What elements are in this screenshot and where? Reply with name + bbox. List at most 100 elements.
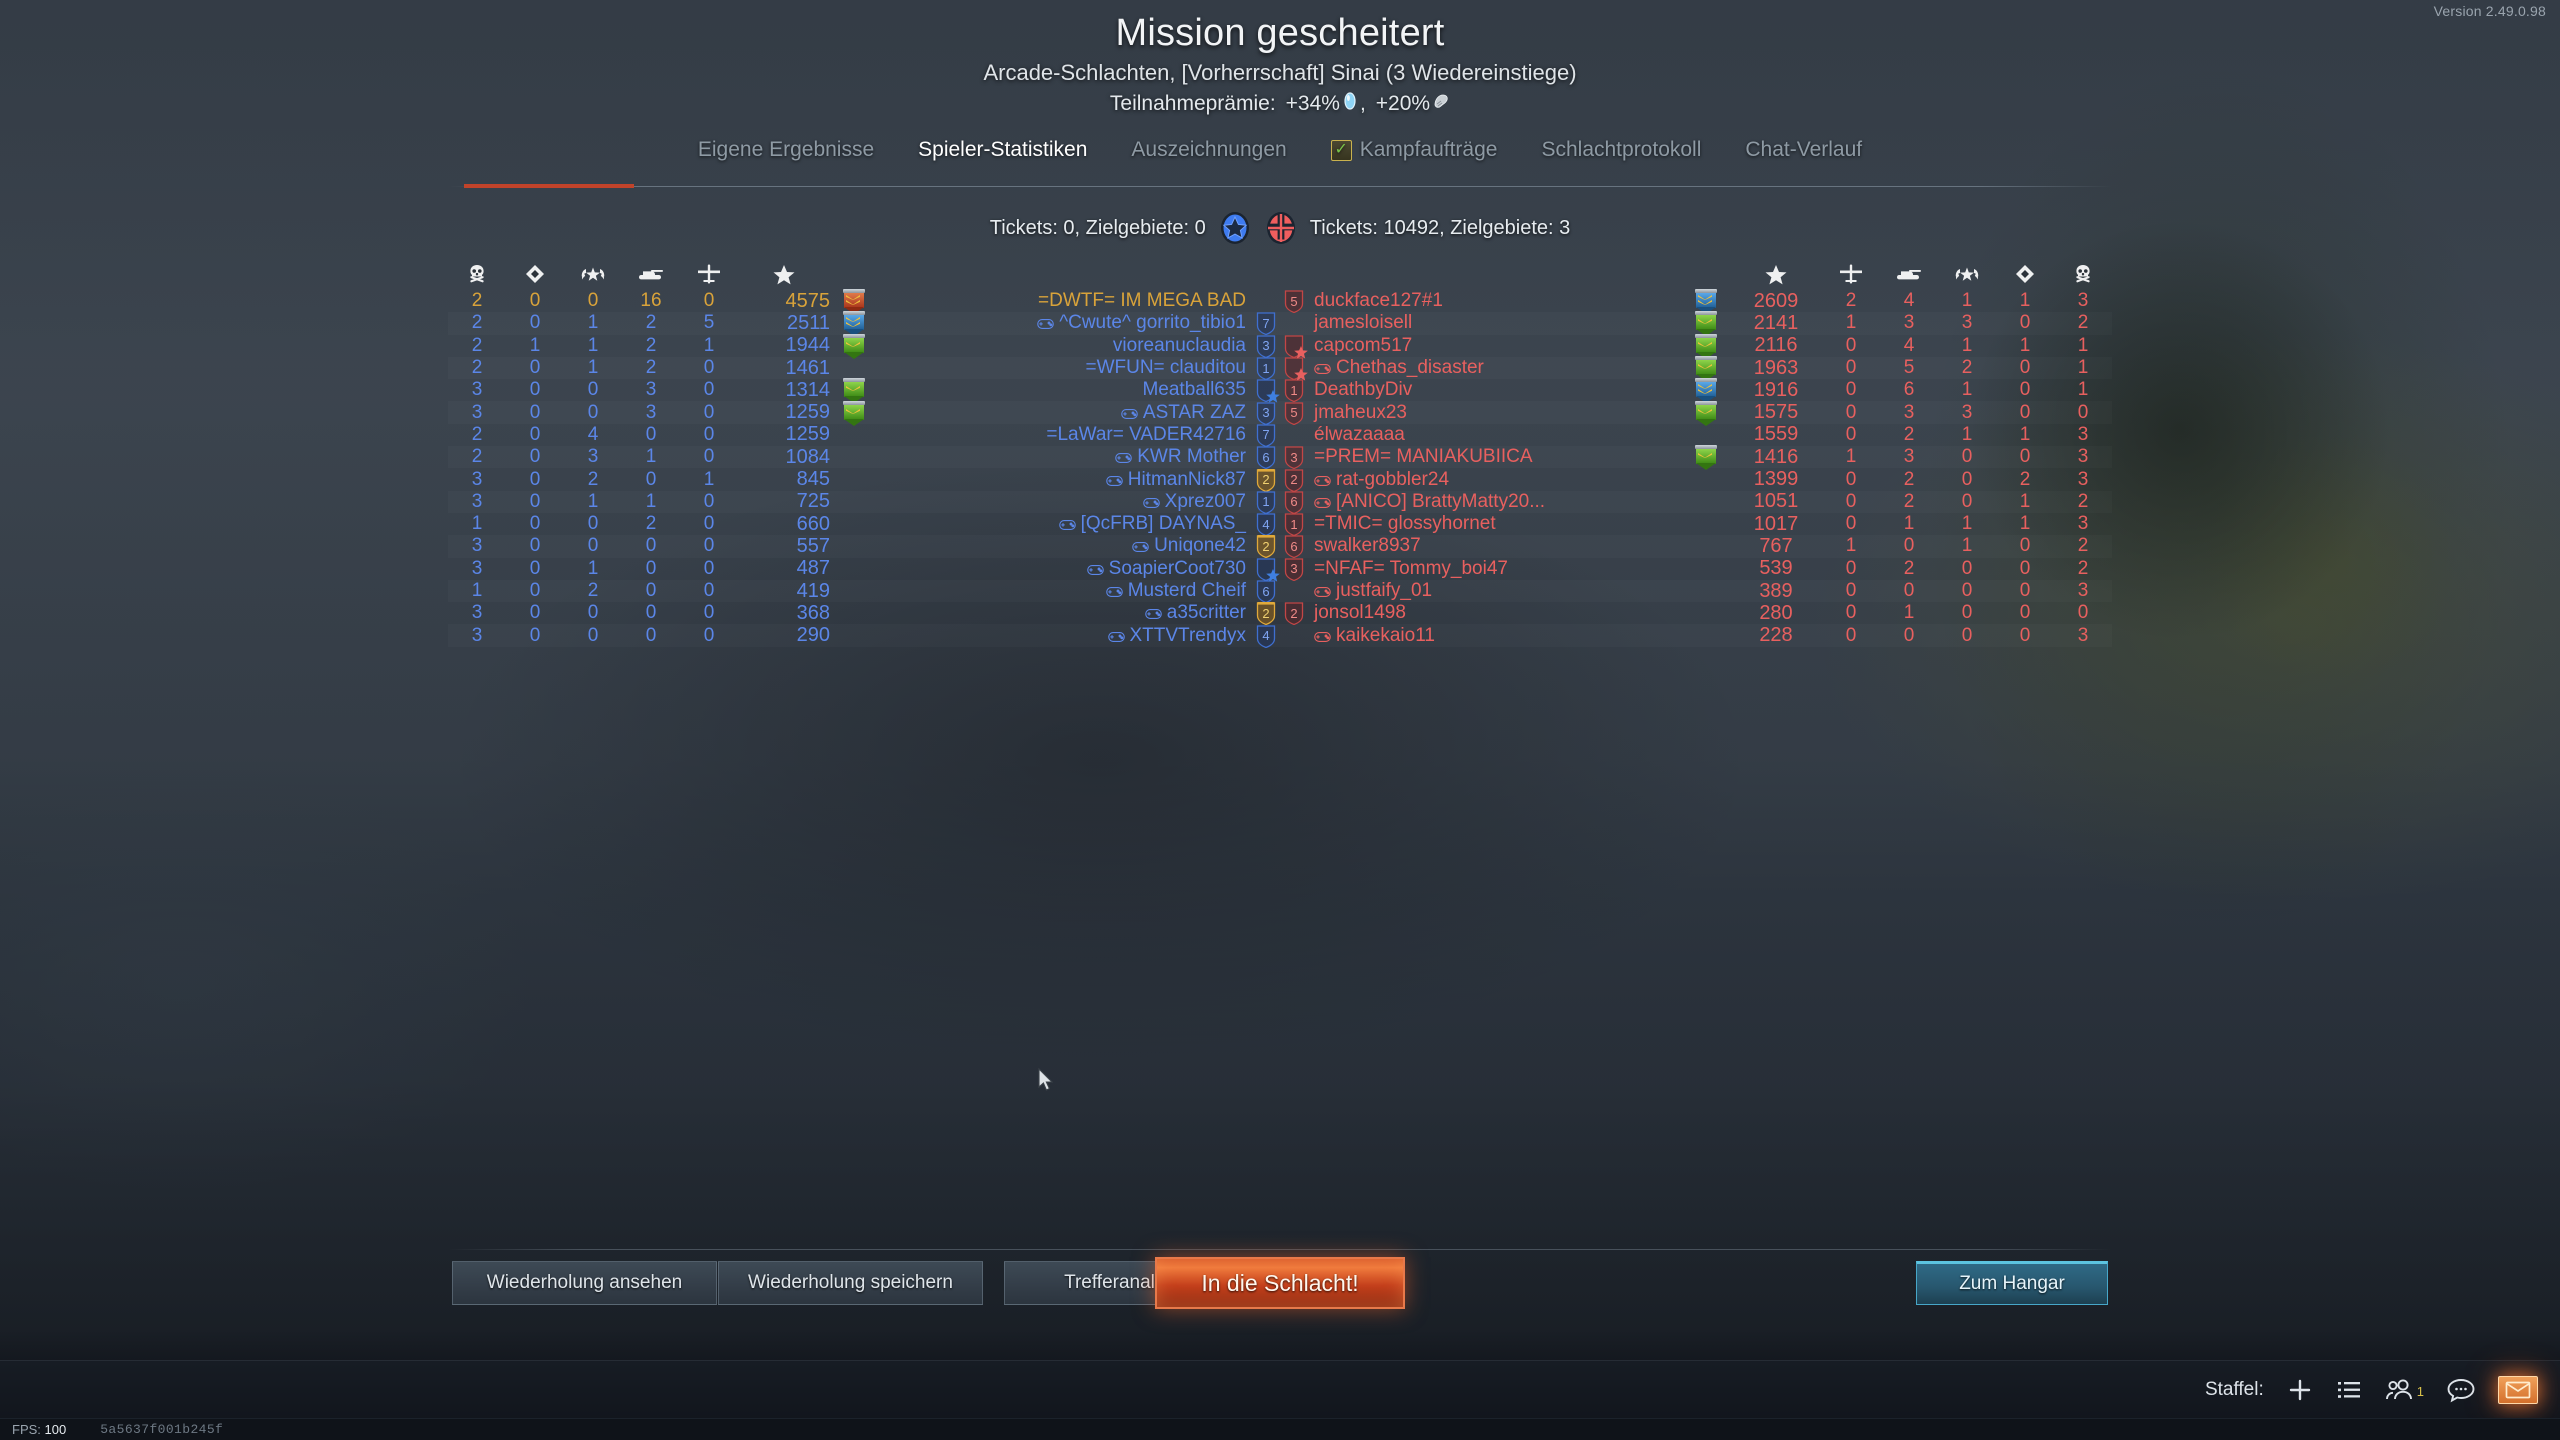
player-name[interactable]: [ANICO] BrattyMatty20... [1308, 491, 1682, 513]
table-row[interactable]: 3 0 0 0 0 290 XTTVTrendyx 4 kaikekaio11 228 0 0 0 0 3 [448, 624, 2112, 648]
result-tabs[interactable]: Eigene Ergebnisse Spieler-Statistiken Au… [0, 138, 2560, 174]
table-row[interactable]: 1 0 0 2 0 660 [QcFRB] DAYNAS_ 4 1 =TMIC= glossyho… [448, 512, 2112, 537]
left-player-entry[interactable]: 3 0 0 3 0 1259 ASTAR ZAZ 3 [448, 400, 1280, 426]
player-name[interactable]: justfaify_01 [1308, 580, 1682, 602]
player-name[interactable]: duckface127#1 [1314, 290, 1443, 312]
save-replay-button[interactable]: Wiederholung speichern [718, 1261, 983, 1305]
player-name[interactable]: swalker8937 [1314, 535, 1421, 557]
right-player-entry[interactable]: jamesloisell 2141 1 3 3 0 2 [1280, 311, 2112, 337]
player-name[interactable]: =LaWar= VADER42716 [1046, 423, 1246, 445]
player-name[interactable]: vioreanuclaudia [1112, 334, 1246, 356]
right-player-entry[interactable]: 6 swalker8937 767 1 0 1 0 2 [1280, 534, 2112, 559]
player-name[interactable]: KWR Mother [878, 446, 1252, 468]
left-player-entry[interactable]: 1 0 2 0 0 419 Musterd Cheif 6 [448, 579, 1280, 604]
right-player-entry[interactable]: capcom517 2116 0 4 1 1 1 [1280, 333, 2112, 359]
player-name[interactable]: =DWTF= IM MEGA BAD [1038, 290, 1246, 312]
player-name[interactable]: jmaheux23 [1314, 401, 1407, 423]
player-name[interactable]: a35critter [878, 602, 1252, 624]
tab-kampfauftraege[interactable]: ✓ Kampfaufträge [1309, 138, 1520, 174]
tab-eigene-ergebnisse[interactable]: Eigene Ergebnisse [676, 138, 896, 174]
right-player-entry[interactable]: 1 DeathbyDiv 1916 0 6 1 0 1 [1280, 378, 2112, 404]
player-name[interactable]: Uniqone42 [878, 535, 1252, 557]
right-player-entry[interactable]: Chethas_disaster 1963 0 5 2 0 1 [1280, 356, 2112, 382]
left-player-entry[interactable]: 2 0 3 1 0 1084 KWR Mother 6 [448, 445, 1280, 470]
right-player-entry[interactable]: 3 =NFAF= Tommy_boi47 539 0 2 0 0 2 [1280, 557, 2112, 581]
player-name[interactable]: =NFAF= Tommy_boi47 [1314, 557, 1508, 579]
table-row[interactable]: 3 0 0 0 0 368 a35critter 2 2 jonsol1498 280 0 1 0 0 0 [448, 601, 2112, 626]
tab-schlachtprotokoll[interactable]: Schlachtprotokoll [1519, 138, 1723, 174]
table-row[interactable]: 2 0 1 2 0 1461 =WFUN= clauditou 1 Chethas_disas… [448, 356, 2112, 382]
player-name[interactable]: DeathbyDiv [1314, 379, 1413, 401]
left-player-entry[interactable]: 2 0 1 2 5 2511 ^Cwute^ gorrito_tibio1 7 [448, 311, 1280, 337]
table-row[interactable]: 3 0 0 3 0 1259 ASTAR ZAZ 3 5 jmaheux23 1575 0 3 3 0 0 [448, 400, 2112, 426]
left-player-entry[interactable]: 3 0 2 0 1 845 HitmanNick87 2 [448, 468, 1280, 492]
stat-deaths: 3 [471, 468, 483, 490]
player-name[interactable]: =TMIC= glossyhornet [1314, 513, 1496, 535]
player-name[interactable]: ^Cwute^ gorrito_tibio1 [878, 312, 1252, 334]
player-name[interactable]: =PREM= MANIAKUBIICA [1314, 446, 1533, 468]
watch-replay-button[interactable]: Wiederholung ansehen [452, 1261, 717, 1305]
player-name[interactable]: Xprez007 [878, 491, 1252, 513]
tab-auszeichnungen[interactable]: Auszeichnungen [1109, 138, 1308, 174]
player-name[interactable]: ASTAR ZAZ [878, 402, 1252, 424]
left-player-entry[interactable]: 1 0 0 2 0 660 [QcFRB] DAYNAS_ 4 [448, 512, 1280, 537]
table-row[interactable]: 2 0 0 16 0 4575 =DWTF= IM MEGA BAD 5 duckface12… [448, 289, 2112, 315]
player-name[interactable]: =WFUN= clauditou [1085, 357, 1246, 379]
right-player-entry[interactable]: 1 =TMIC= glossyhornet 1017 0 1 1 1 3 [1280, 512, 2112, 537]
action-button-bar[interactable]: Wiederholung ansehen Wiederholung speich… [0, 1257, 2560, 1321]
player-name[interactable]: kaikekaio11 [1308, 625, 1682, 647]
right-player-entry[interactable]: kaikekaio11 228 0 0 0 0 3 [1280, 624, 2112, 648]
right-player-entry[interactable]: 6 [ANICO] BrattyMatty20... 1051 0 2 0 1 2 [1280, 490, 2112, 514]
player-name[interactable]: jonsol1498 [1314, 602, 1406, 624]
player-name[interactable]: Meatball635 [1142, 379, 1246, 401]
player-name[interactable]: [QcFRB] DAYNAS_ [878, 513, 1252, 535]
right-player-entry[interactable]: 2 jonsol1498 280 0 1 0 0 0 [1280, 601, 2112, 626]
player-name[interactable]: jamesloisell [1314, 312, 1413, 334]
player-name[interactable]: rat-gobbler24 [1308, 469, 1682, 491]
right-player-entry[interactable]: 2 rat-gobbler24 1399 0 2 0 2 3 [1280, 468, 2112, 492]
right-player-entry[interactable]: 5 jmaheux23 1575 0 3 3 0 0 [1280, 400, 2112, 426]
left-player-entry[interactable]: 3 0 0 0 0 557 Uniqone42 2 [448, 534, 1280, 559]
player-score: 1051 [1753, 490, 1799, 513]
friends-icon[interactable]: 1 [2384, 1377, 2424, 1403]
table-row[interactable]: 3 0 1 0 0 487 SoapierCoot730 3 =NFAF= Tommy_boi… [448, 557, 2112, 582]
chat-icon[interactable] [2446, 1377, 2476, 1403]
left-player-entry[interactable]: 3 0 1 1 0 725 Xprez007 1 [448, 490, 1280, 514]
tab-spieler-statistiken[interactable]: Spieler-Statistiken [896, 138, 1109, 174]
right-player-entry[interactable]: élwazaaaa 1559 0 2 1 1 3 [1280, 423, 2112, 447]
player-name[interactable]: Chethas_disaster [1308, 357, 1682, 379]
tab-chat-verlauf[interactable]: Chat-Verlauf [1723, 138, 1884, 174]
left-player-entry[interactable]: 3 0 0 0 0 368 a35critter 2 [448, 601, 1280, 626]
table-row[interactable]: 3 0 2 0 1 845 HitmanNick87 2 2 rat-gobbler24 1399 0… [448, 468, 2112, 492]
table-row[interactable]: 2 0 1 2 5 2511 ^Cwute^ gorrito_tibio1 7 jameslo… [448, 311, 2112, 337]
player-name[interactable]: Musterd Cheif [878, 580, 1252, 602]
table-row[interactable]: 3 0 0 3 0 1314 Meatball635 1 DeathbyDiv 1916 0 6… [448, 378, 2112, 404]
right-player-entry[interactable]: 5 duckface127#1 2609 2 4 1 1 3 [1280, 289, 2112, 315]
player-name[interactable]: SoapierCoot730 [878, 558, 1252, 580]
player-name[interactable]: HitmanNick87 [878, 469, 1252, 491]
player-name[interactable]: élwazaaaa [1314, 423, 1405, 445]
table-row[interactable]: 2 1 1 2 1 1944 vioreanuclaudia 3 capcom517 211… [448, 333, 2112, 359]
right-player-entry[interactable]: 3 =PREM= MANIAKUBIICA 1416 1 3 0 0 3 [1280, 445, 2112, 471]
table-row[interactable]: 2 0 3 1 0 1084 KWR Mother 6 3 =PREM= MANIAKUBIICA… [448, 445, 2112, 471]
left-player-entry[interactable]: 3 0 1 0 0 487 SoapierCoot730 [448, 557, 1280, 582]
stat-caps: 0 [529, 446, 541, 468]
left-player-entry[interactable]: 3 0 0 0 0 290 XTTVTrendyx 4 [448, 624, 1280, 648]
table-row[interactable]: 1 0 2 0 0 419 Musterd Cheif 6 justfaify_01 389 0 0 0… [448, 579, 2112, 604]
table-row[interactable]: 3 0 1 1 0 725 Xprez007 1 6 [ANICO] BrattyMatty20.… [448, 490, 2112, 514]
table-row[interactable]: 3 0 0 0 0 557 Uniqone42 2 6 swalker8937 767 1 0 1 0 2 [448, 534, 2112, 559]
left-player-entry[interactable]: 2 0 0 16 0 4575 =DWTF= IM MEGA BAD [448, 289, 1280, 315]
player-name[interactable]: capcom517 [1314, 334, 1413, 356]
to-hangar-button[interactable]: Zum Hangar [1916, 1261, 2108, 1305]
mail-icon[interactable] [2498, 1376, 2538, 1404]
to-battle-button[interactable]: In die Schlacht! [1155, 1257, 1405, 1309]
table-row[interactable]: 2 0 4 0 0 1259 =LaWar= VADER42716 7 élwazaaaa 155… [448, 423, 2112, 447]
right-player-entry[interactable]: justfaify_01 389 0 0 0 0 3 [1280, 579, 2112, 603]
left-player-entry[interactable]: 2 1 1 2 1 1944 vioreanuclaudia 3 [448, 333, 1280, 359]
left-player-entry[interactable]: 2 0 1 2 0 1461 =WFUN= clauditou 1 [448, 356, 1280, 381]
left-player-entry[interactable]: 3 0 0 3 0 1314 Meatball635 [448, 378, 1280, 404]
player-name[interactable]: XTTVTrendyx [878, 625, 1252, 647]
list-icon[interactable] [2336, 1378, 2362, 1402]
left-player-entry[interactable]: 2 0 4 0 0 1259 =LaWar= VADER42716 7 [448, 423, 1280, 447]
plus-icon[interactable] [2286, 1376, 2314, 1404]
